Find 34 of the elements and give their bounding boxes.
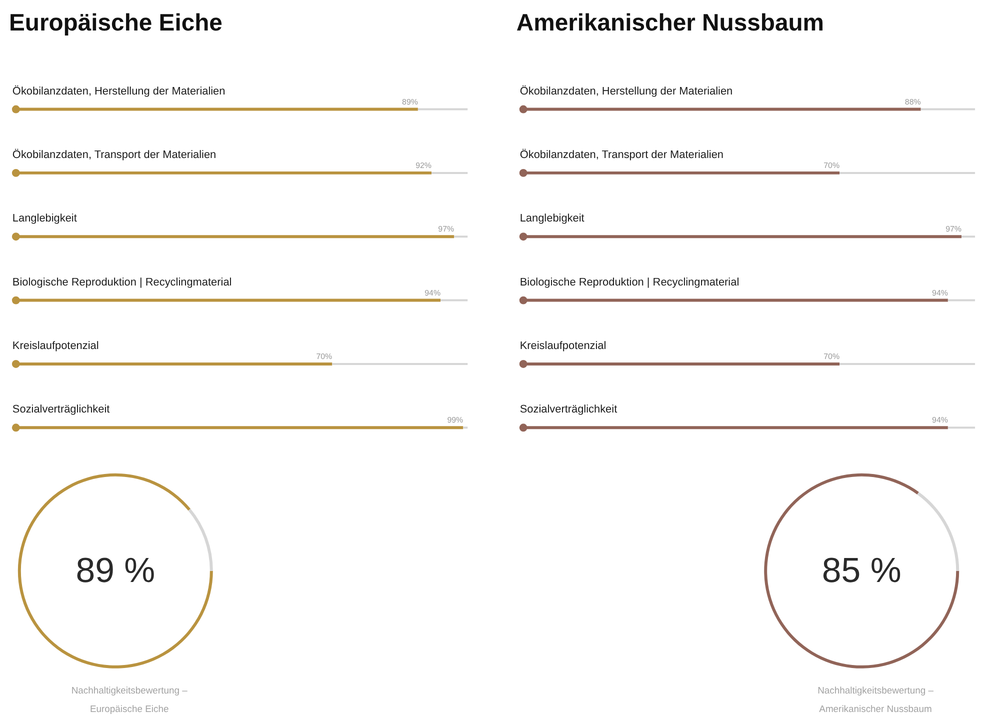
data-label: 94% [424, 288, 441, 298]
donut-slice [188, 508, 213, 571]
y-tick-label: Sozialverträglichkeit [12, 404, 110, 416]
data-label: 99% [447, 416, 464, 425]
data-label: 88% [904, 97, 921, 106]
text: Nachhaltigkeitsbewertung – Amerikanischer Nussbaum [818, 685, 934, 716]
y-tick-label: Biologische Reproduktion | Recyclingmaterial [12, 276, 232, 288]
y-tick-label: Ökobilanzdaten, Transport der Materialien [520, 148, 724, 162]
y-tick-label: Ökobilanzdaten, Herstellung der Materialien [520, 84, 733, 98]
data-label: 97% [946, 224, 962, 234]
data-label: 94% [932, 416, 948, 425]
y-tick-label: Ökobilanzdaten, Herstellung der Materialien [12, 84, 226, 98]
data-label: 89 % [76, 550, 156, 590]
data-label: 70% [824, 352, 840, 361]
data-label: 85 % [822, 550, 902, 590]
y-tick-label: Kreislaufpotenzial [520, 340, 606, 352]
donut-slice [917, 492, 960, 571]
data-label: 70% [316, 352, 332, 361]
chart-title: Europäische Eiche [8, 10, 222, 37]
data-label: 92% [416, 160, 432, 170]
chart-title: Amerikanischer Nussbaum [516, 10, 824, 37]
donut-slice [18, 473, 213, 668]
y-tick-label: Biologische Reproduktion | Recyclingmaterial [520, 276, 740, 288]
y-tick-label: Ökobilanzdaten, Transport der Materialien [12, 148, 216, 162]
y-tick-label: Sozialverträglichkeit [520, 404, 618, 416]
data-label: 89% [402, 97, 418, 106]
y-tick-label: Langlebigkeit [520, 212, 584, 225]
data-label: 97% [438, 224, 454, 234]
y-tick-label: Kreislaufpotenzial [12, 340, 99, 352]
data-label: 70% [824, 160, 840, 170]
text: Nachhaltigkeitsbewertung – Europäische Eiche [71, 685, 188, 716]
data-label: 94% [932, 288, 948, 298]
donut-slice [764, 473, 960, 668]
y-tick-label: Langlebigkeit [12, 212, 77, 225]
